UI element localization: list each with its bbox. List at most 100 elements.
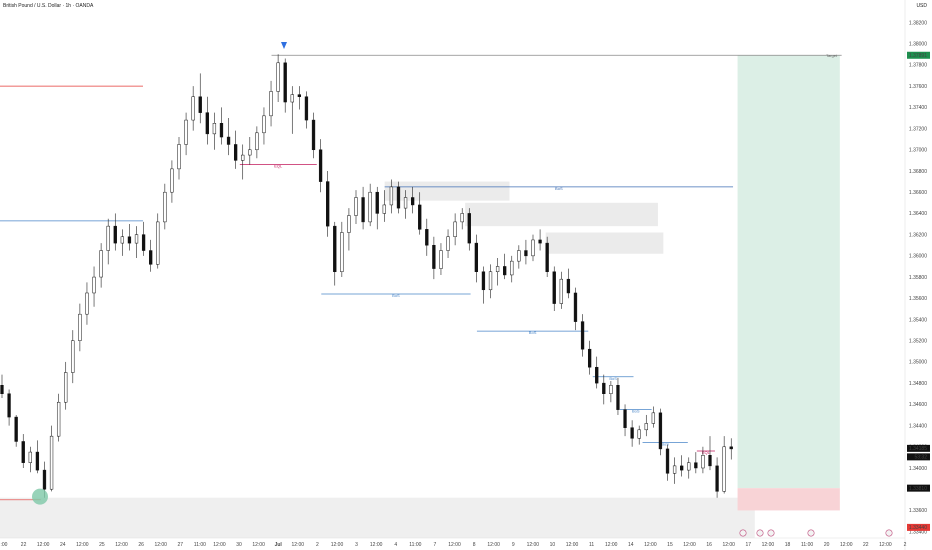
candle: [460, 208, 464, 230]
candle: [375, 186, 379, 230]
time-tick-label: 16: [706, 542, 712, 548]
price-label-tag: [907, 523, 930, 531]
time-tick-label: 15: [667, 542, 673, 548]
time-tick-label: 8: [473, 542, 476, 548]
candle-body: [35, 451, 40, 471]
price-tick-label: 1.36600: [909, 190, 927, 196]
markers-layer: [32, 42, 287, 505]
candle-body: [233, 144, 238, 161]
level-label: EQL: [274, 164, 283, 169]
price-tick-label: 1.36000: [909, 254, 927, 260]
candle-body: [694, 462, 698, 469]
candle-body: [701, 455, 705, 469]
time-tick-label: 4: [394, 542, 397, 548]
candle: [14, 414, 18, 447]
candle: [694, 452, 698, 474]
time-tick-label: 18: [785, 542, 791, 548]
time-tick-label: 10: [550, 542, 556, 548]
price-label-text: 53:32: [914, 455, 927, 461]
price-tick-label: 1.34400: [909, 423, 927, 429]
candle: [672, 457, 677, 484]
candle-body: [7, 393, 11, 418]
candle: [290, 86, 294, 134]
candle-body: [78, 313, 82, 341]
candle-body: [28, 451, 32, 463]
candle-body: [368, 191, 372, 223]
candle-body: [120, 236, 125, 244]
candle-body: [269, 91, 273, 117]
candle: [389, 179, 394, 214]
candle-body: [708, 455, 712, 467]
candle: [219, 107, 224, 145]
candle-body: [389, 186, 394, 206]
time-tick-label: 14: [628, 542, 634, 548]
price-tick-label: 1.33400: [909, 529, 927, 535]
candle-body: [616, 385, 620, 410]
candle-body: [170, 168, 174, 193]
candle-body: [347, 215, 351, 233]
candle: [163, 183, 167, 230]
candle-body: [361, 197, 365, 223]
candle-body: [503, 266, 507, 276]
time-tick-label: 27: [178, 542, 184, 548]
candle: [701, 446, 705, 474]
time-tick-label: 12:00: [154, 542, 167, 548]
candle: [722, 436, 726, 494]
candle-body: [531, 239, 535, 257]
level-label: BoS: [661, 442, 669, 447]
price-tick-label: 1.34600: [909, 402, 927, 408]
candle: [212, 112, 217, 150]
candle: [708, 436, 712, 471]
price-tick-label: 1.35600: [909, 296, 927, 302]
candle-body: [297, 94, 302, 97]
candle-body: [432, 244, 436, 269]
candle: [177, 137, 181, 180]
candle: [524, 239, 528, 265]
time-tick-label: 20: [824, 542, 830, 548]
candle-body: [510, 260, 514, 276]
candle: [446, 229, 450, 258]
candle-body: [290, 94, 294, 103]
level-label: EQL: [702, 450, 711, 455]
time-tick-label: 12:00: [331, 542, 344, 548]
time-tick-label: 12:00: [840, 542, 853, 548]
candle-body: [71, 340, 75, 373]
time-tick-label: 12:00: [292, 542, 305, 548]
candle: [453, 213, 457, 246]
price-tick-label: 1.37600: [909, 84, 927, 90]
candle: [347, 208, 351, 251]
time-tick-label: 12:00: [879, 542, 892, 548]
candle: [403, 190, 408, 219]
candle: [233, 130, 238, 169]
position-profit-zone: [737, 55, 840, 489]
candle: [609, 381, 613, 403]
candle: [651, 406, 656, 428]
price-tick-label: 1.36200: [909, 232, 927, 238]
candle: [184, 112, 188, 156]
candle: [85, 282, 89, 325]
time-tick-label: 12:00: [115, 542, 128, 548]
price-tick-label: 1.35400: [909, 317, 927, 323]
candle: [35, 440, 40, 474]
price-tick-label: 1.38200: [909, 20, 927, 26]
candle-body: [566, 278, 571, 294]
candle: [687, 457, 691, 479]
price-tick-label: 1.35000: [909, 360, 927, 366]
candle: [616, 377, 620, 415]
candle-body: [326, 181, 330, 227]
candle: [318, 139, 323, 193]
candle-body: [680, 465, 684, 471]
candle-body: [255, 132, 259, 151]
candle-body: [262, 115, 266, 134]
candle-body: [141, 234, 146, 251]
candle: [333, 221, 337, 286]
level-label: BoS: [392, 293, 400, 298]
time-axis: :00 22 12:00 24 12:00 25 12:00 26 12:00 27 11:00 12…: [0, 529, 907, 548]
candle: [64, 361, 68, 410]
candle-body: [425, 229, 429, 246]
time-tick-label: :00: [1, 542, 8, 548]
candle-body: [92, 276, 96, 294]
time-tick-label: 7: [434, 542, 437, 548]
candle: [361, 186, 365, 230]
